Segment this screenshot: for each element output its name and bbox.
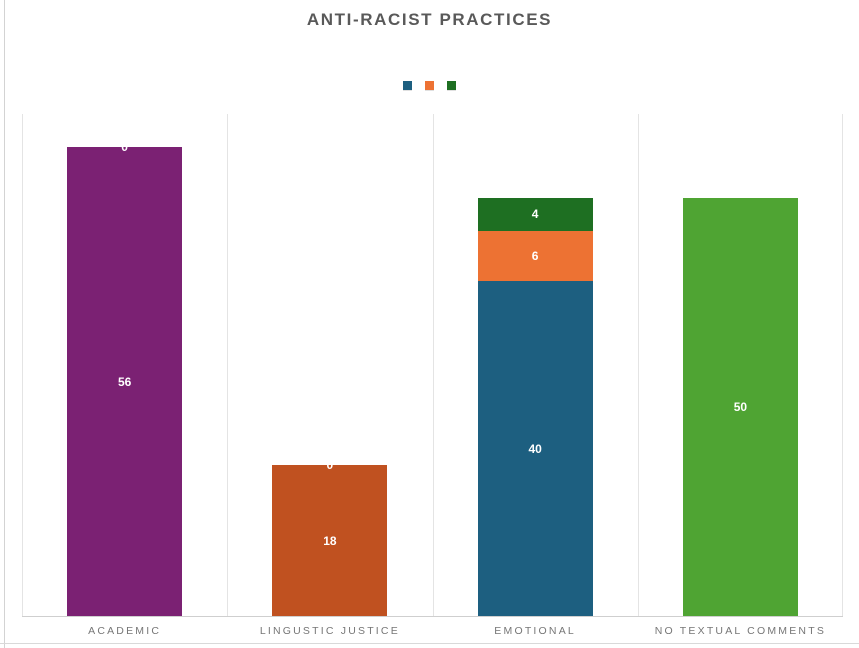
gridline [433, 114, 434, 616]
bar-value-label: 40 [528, 441, 542, 456]
plot-area: 56 0 18 0 40 6 4 50 [22, 114, 843, 617]
legend-swatch [447, 81, 456, 90]
bar-academic: 56 0 [67, 140, 183, 616]
x-axis-label: EMOTIONAL [494, 625, 576, 637]
chart-title: ANTI-RACIST PRACTICES [306, 10, 553, 29]
bar-zero-label: 0 [326, 458, 334, 473]
x-axis-label: NO TEXTUAL COMMENTS [654, 625, 827, 637]
x-axis-label: LINGUSTIC JUSTICE [259, 625, 400, 637]
bar-emotional: 40 6 4 [477, 197, 593, 616]
chart-legend [0, 81, 859, 90]
chart-bottom-border [0, 643, 859, 644]
bar-zero-label: 0 [121, 140, 128, 155]
gridline [227, 114, 228, 616]
bar-value-label: 6 [531, 249, 539, 264]
bar-segment: 4 [477, 197, 593, 232]
bar-segment: 40 [477, 281, 593, 616]
bar-segment: 6 [477, 231, 593, 282]
bar-value-label: 4 [531, 207, 539, 222]
chart-left-border [4, 0, 5, 648]
bar-segment: 50 [682, 197, 798, 616]
legend-swatch [403, 81, 412, 90]
bar-lingustic-justice: 18 0 [272, 458, 388, 616]
bar-no-textual-comments: 50 [682, 197, 798, 616]
bar-segment: 56 [67, 147, 183, 616]
x-axis-label: ACADEMIC [88, 625, 162, 637]
x-axis: ACADEMIC LINGUSTIC JUSTICE EMOTIONAL NO TEX… [22, 622, 843, 640]
gridline [638, 114, 639, 616]
bar-segment: 18 [272, 465, 388, 616]
bar-value-label: 56 [117, 374, 132, 389]
gridline [22, 114, 23, 616]
x-axis-line [22, 616, 843, 617]
legend-swatch [425, 81, 434, 90]
bar-value-label: 50 [733, 399, 748, 414]
bar-value-label: 18 [323, 533, 337, 548]
gridline [842, 114, 843, 616]
